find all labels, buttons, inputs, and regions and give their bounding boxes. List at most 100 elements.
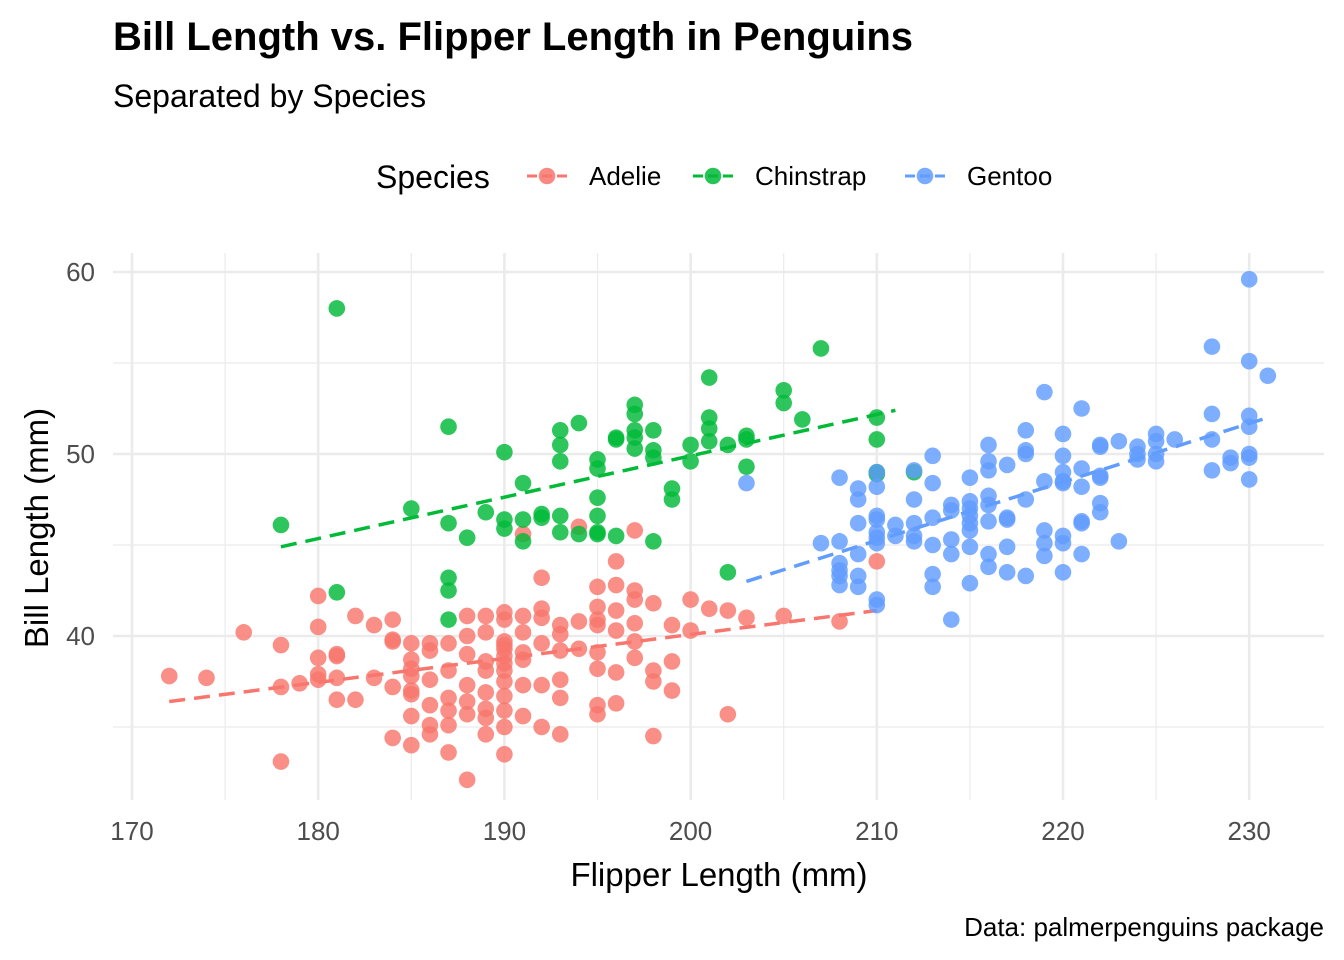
data-point-adelie <box>626 633 644 650</box>
data-point-adelie <box>551 671 569 688</box>
data-point-adelie <box>384 611 401 628</box>
data-point-gentoo <box>868 511 886 528</box>
data-point-adelie <box>514 624 532 641</box>
data-point-chinstrap <box>700 432 718 450</box>
data-point-chinstrap <box>645 533 662 550</box>
data-point-chinstrap <box>570 525 588 543</box>
data-point-chinstrap <box>551 422 569 439</box>
data-point-chinstrap <box>514 511 532 528</box>
data-point-adelie <box>589 598 606 616</box>
legend-title: Species <box>376 159 490 195</box>
data-point-gentoo <box>942 502 960 519</box>
data-point-chinstrap <box>440 582 457 599</box>
trend-line-chinstrap <box>280 408 896 549</box>
data-point-gentoo <box>1036 522 1053 539</box>
data-point-chinstrap <box>551 452 569 470</box>
data-point-adelie <box>607 695 625 712</box>
data-point-gentoo <box>1166 431 1184 448</box>
data-point-adelie <box>496 687 513 705</box>
data-point-adelie <box>421 671 439 688</box>
data-point-gentoo <box>1073 400 1090 417</box>
data-point-gentoo <box>1240 418 1258 436</box>
data-point-adelie <box>626 614 644 632</box>
data-point-adelie <box>440 702 457 719</box>
data-point-gentoo <box>924 474 941 492</box>
data-point-gentoo <box>980 496 997 514</box>
data-point-adelie <box>514 651 532 668</box>
data-point-gentoo <box>942 531 960 548</box>
data-point-gentoo <box>961 574 979 592</box>
data-point-chinstrap <box>626 440 644 457</box>
legend-items: Adelie Chinstrap Gentoo <box>527 161 1052 191</box>
data-point-gentoo <box>924 536 941 554</box>
data-point-adelie <box>421 725 439 743</box>
data-point-adelie <box>645 673 662 690</box>
data-point-adelie <box>570 640 588 658</box>
x-tick-label: 220 <box>1041 816 1084 846</box>
data-point-adelie <box>533 569 550 587</box>
data-point-gentoo <box>1073 545 1090 563</box>
data-point-gentoo <box>1091 438 1109 456</box>
data-point-adelie <box>607 664 625 681</box>
data-point-adelie <box>663 653 681 670</box>
data-points <box>160 270 1277 789</box>
data-point-gentoo <box>1054 564 1072 581</box>
data-point-chinstrap <box>551 523 569 541</box>
data-point-chinstrap <box>496 520 513 537</box>
data-point-gentoo <box>1091 469 1109 486</box>
data-point-adelie <box>496 718 513 736</box>
data-point-gentoo <box>1203 462 1221 479</box>
data-point-gentoo <box>868 596 886 614</box>
data-point-adelie <box>421 696 439 714</box>
data-point-adelie <box>384 678 401 696</box>
data-point-chinstrap <box>551 436 569 454</box>
data-point-chinstrap <box>607 527 625 545</box>
data-point-gentoo <box>1017 491 1035 508</box>
x-tick-label: 210 <box>855 816 898 846</box>
data-point-gentoo <box>942 611 960 628</box>
data-point-gentoo <box>942 545 960 563</box>
data-point-gentoo <box>980 436 997 454</box>
data-point-chinstrap <box>868 409 886 426</box>
legend: Species Adelie Chinstrap Gentoo <box>376 159 1052 195</box>
data-point-chinstrap <box>700 369 718 386</box>
data-point-gentoo <box>961 538 979 556</box>
data-point-adelie <box>551 625 569 643</box>
data-point-adelie <box>272 678 290 696</box>
data-point-adelie <box>589 705 606 723</box>
data-point-gentoo <box>1091 503 1109 521</box>
data-point-gentoo <box>1147 452 1165 470</box>
data-point-gentoo <box>1073 460 1090 477</box>
data-point-gentoo <box>905 533 923 550</box>
data-point-adelie <box>496 611 513 628</box>
data-point-chinstrap <box>626 405 644 423</box>
data-point-adelie <box>309 671 327 688</box>
data-point-adelie <box>477 725 495 743</box>
data-point-adelie <box>496 702 513 719</box>
data-point-adelie <box>440 716 457 734</box>
data-point-adelie <box>440 689 457 707</box>
data-point-chinstrap <box>738 458 755 476</box>
data-point-gentoo <box>1240 449 1258 466</box>
data-point-chinstrap <box>868 431 886 448</box>
legend-key-dot-chinstrap <box>704 167 722 185</box>
data-point-gentoo <box>1110 432 1128 450</box>
data-point-adelie <box>682 591 699 608</box>
data-point-adelie <box>551 689 569 707</box>
x-tick-label: 180 <box>297 816 340 846</box>
data-point-chinstrap <box>719 436 737 454</box>
data-point-chinstrap <box>700 420 718 437</box>
data-point-gentoo <box>1054 534 1072 552</box>
chart-caption: Data: palmerpenguins package <box>964 912 1324 942</box>
data-point-gentoo <box>831 533 848 550</box>
data-point-adelie <box>458 645 476 663</box>
trend-line-gentoo <box>745 415 1269 584</box>
data-point-adelie <box>533 609 550 627</box>
x-axis-label: Flipper Length (mm) <box>570 856 867 893</box>
data-point-adelie <box>440 744 457 761</box>
x-tick-label: 190 <box>483 816 526 846</box>
data-point-adelie <box>403 707 420 725</box>
data-point-adelie <box>403 667 420 685</box>
x-tick-label: 230 <box>1228 816 1271 846</box>
